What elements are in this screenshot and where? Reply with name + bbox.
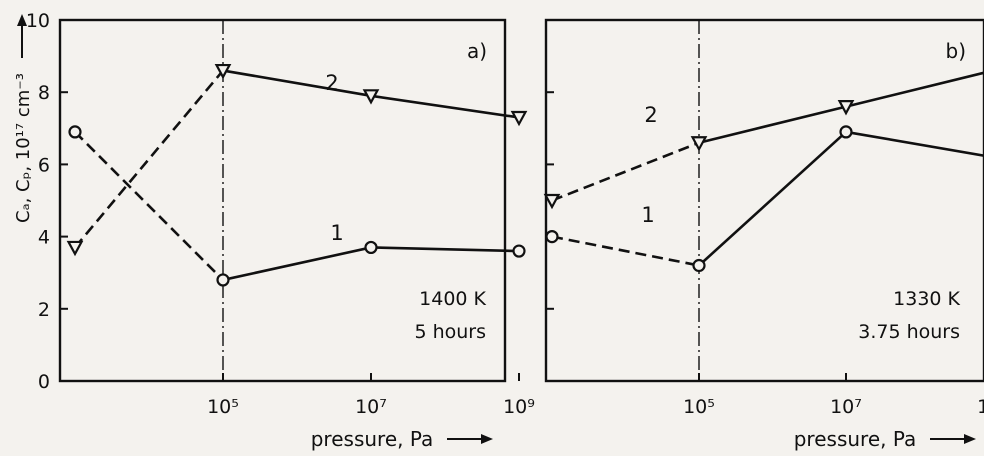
panel-label: b) [946,39,967,63]
series-2-point [543,193,561,210]
x-axis-arrow-head [481,434,493,444]
series-1-point [216,273,230,287]
series-label: 1 [330,221,343,245]
series-1-point [512,244,526,258]
series-1-segment [370,246,520,253]
x-axis-label: pressure, Pa [311,427,434,451]
series-2-point [837,100,855,116]
condition-annotation: 3.75 hours [858,321,960,343]
series-2-point [362,89,380,105]
y-tick-label: 6 [38,154,50,176]
condition-annotation: 1400 K [419,288,486,310]
plot-frame [58,18,507,383]
series-2-segment [698,105,847,145]
series-2-point [690,136,708,152]
x-tick-label: 10⁷ [830,396,862,418]
series-label: 1 [641,203,654,227]
x-axis-label: pressure, Pa [794,427,917,451]
series-1-segment [698,130,847,267]
series-1-segment [845,130,984,157]
y-tick-label: 10 [26,10,50,32]
y-tick-label: 8 [38,82,50,104]
x-tick-label: 10⁷ [355,396,387,418]
x-tick-label: 10⁵ [683,396,715,418]
series-2-segment [370,94,520,119]
y-axis-label: Cₐ, Cₚ, 10¹⁷ cm⁻³ [13,73,34,223]
series-label: 2 [644,103,657,127]
chart-panel-b: 10⁵ 10⁷ 10⁹ 1 2 b) 1330 K 3.75 hours pressure, P… [543,18,984,451]
y-axis-arrow-head [17,14,27,26]
series-1-segment [222,246,372,282]
series-2-point [66,240,84,257]
series-1-point [364,240,378,255]
panel-label: a) [467,39,487,63]
x-tick-label: 10⁹ [977,396,984,418]
series-2-point [214,63,232,80]
y-tick-label: 4 [38,227,50,249]
plot-frame [544,18,984,383]
y-tick-label: 2 [38,299,50,321]
series-label: 2 [325,71,338,95]
x-axis-arrow-head [964,434,976,444]
condition-annotation: 5 hours [414,321,486,343]
series-1-point [692,258,706,273]
series-2-segment [74,69,224,249]
series-2-segment [845,71,984,108]
series-2-segment [551,141,700,202]
series-2-segment [222,69,372,98]
x-tick-label: 10⁹ [503,396,535,418]
y-tick-label: 0 [38,371,50,393]
series-1-point [839,125,853,139]
condition-annotation: 1330 K [893,288,960,310]
series-1-segment [551,235,700,267]
chart-panel-a: 0 2 4 6 8 10 10⁵ 10⁷ 10⁹ 1 2 a) 1400 K 5 hours pressur… [13,10,535,451]
series-1-point [68,125,82,139]
series-2-point [510,110,528,127]
series-1-segment [74,130,224,281]
x-tick-label: 10⁵ [207,396,239,418]
series-1-point [545,230,559,244]
